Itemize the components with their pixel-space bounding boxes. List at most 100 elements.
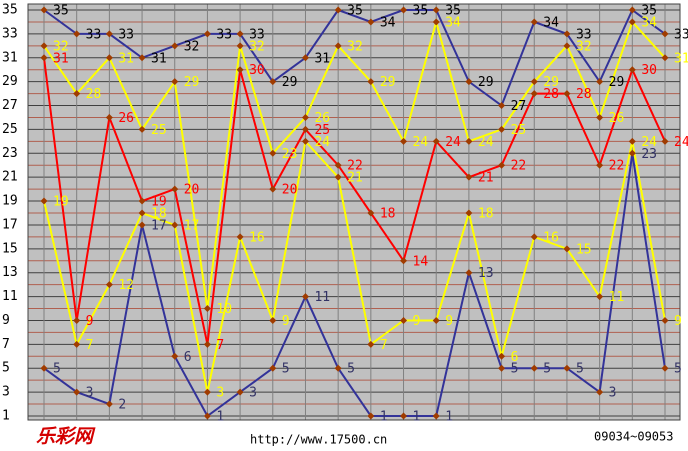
point-marker bbox=[236, 30, 244, 38]
y-tick-label: 31 bbox=[2, 50, 18, 65]
point-marker bbox=[400, 412, 408, 420]
point-marker bbox=[367, 18, 375, 26]
data-label: 25 bbox=[314, 123, 330, 138]
data-label: 9 bbox=[674, 314, 682, 329]
point-marker bbox=[400, 257, 408, 265]
data-label: 28 bbox=[86, 87, 102, 102]
series-line bbox=[43, 18, 666, 309]
point-marker bbox=[563, 42, 571, 50]
data-label: 33 bbox=[674, 27, 688, 42]
data-label: 1 bbox=[380, 410, 388, 425]
point-marker bbox=[236, 66, 244, 74]
data-label: 6 bbox=[184, 350, 192, 365]
y-tick-label: 27 bbox=[2, 98, 18, 113]
point-marker bbox=[40, 54, 48, 62]
data-label: 1 bbox=[445, 410, 453, 425]
point-marker bbox=[40, 364, 48, 372]
data-label: 35 bbox=[641, 4, 657, 19]
point-marker bbox=[171, 42, 179, 50]
data-label: 5 bbox=[347, 362, 355, 377]
data-label: 33 bbox=[216, 27, 232, 42]
point-marker bbox=[400, 6, 408, 14]
grid bbox=[27, 3, 681, 421]
data-label: 7 bbox=[216, 338, 224, 353]
data-label: 29 bbox=[282, 75, 298, 90]
point-marker bbox=[661, 54, 669, 62]
data-label: 24 bbox=[445, 135, 461, 150]
point-marker bbox=[138, 221, 146, 229]
point-marker bbox=[334, 42, 342, 50]
data-label: 1 bbox=[413, 410, 421, 425]
point-marker bbox=[596, 388, 604, 396]
data-label: 24 bbox=[314, 135, 330, 150]
data-label: 1 bbox=[216, 410, 224, 425]
point-marker bbox=[301, 113, 309, 121]
point-marker bbox=[432, 6, 440, 14]
data-label: 28 bbox=[576, 87, 592, 102]
data-label: 35 bbox=[445, 4, 461, 19]
point-marker bbox=[563, 245, 571, 253]
data-label: 29 bbox=[478, 75, 494, 90]
data-label: 31 bbox=[151, 51, 167, 66]
series-line bbox=[43, 139, 666, 393]
data-label: 33 bbox=[576, 27, 592, 42]
point-marker bbox=[73, 316, 81, 324]
point-marker bbox=[171, 78, 179, 86]
point-marker bbox=[400, 137, 408, 145]
y-tick-label: 25 bbox=[2, 122, 18, 137]
data-label: 31 bbox=[53, 51, 69, 66]
y-tick-label: 13 bbox=[2, 265, 18, 280]
point-marker bbox=[367, 78, 375, 86]
data-label: 33 bbox=[249, 27, 265, 42]
point-marker bbox=[73, 90, 81, 98]
data-label: 34 bbox=[380, 15, 396, 30]
point-marker bbox=[628, 137, 636, 145]
point-marker bbox=[138, 209, 146, 217]
data-label: 5 bbox=[674, 362, 682, 377]
data-label: 31 bbox=[118, 51, 134, 66]
data-label: 22 bbox=[511, 159, 527, 174]
point-marker bbox=[465, 137, 473, 145]
data-label: 34 bbox=[641, 15, 657, 30]
series-line bbox=[43, 8, 666, 108]
series-lines bbox=[43, 8, 666, 418]
point-marker bbox=[367, 412, 375, 420]
data-label: 35 bbox=[347, 4, 363, 19]
point-marker bbox=[596, 78, 604, 86]
data-label: 14 bbox=[413, 254, 429, 269]
data-label: 30 bbox=[641, 63, 657, 78]
data-label: 22 bbox=[609, 159, 625, 174]
data-label: 5 bbox=[53, 362, 61, 377]
point-marker bbox=[334, 161, 342, 169]
point-marker bbox=[334, 173, 342, 181]
point-marker bbox=[73, 30, 81, 38]
y-tick-label: 11 bbox=[2, 289, 18, 304]
data-label: 32 bbox=[184, 39, 200, 54]
data-label: 7 bbox=[86, 338, 94, 353]
point-marker bbox=[105, 30, 113, 38]
point-marker bbox=[334, 364, 342, 372]
point-marker bbox=[367, 340, 375, 348]
point-marker bbox=[661, 316, 669, 324]
point-marker bbox=[269, 149, 277, 157]
point-marker bbox=[628, 149, 636, 157]
point-marker bbox=[465, 209, 473, 217]
point-marker bbox=[465, 269, 473, 277]
point-marker bbox=[465, 173, 473, 181]
point-marker bbox=[203, 30, 211, 38]
point-marker bbox=[661, 30, 669, 38]
point-marker bbox=[269, 316, 277, 324]
point-marker bbox=[498, 364, 506, 372]
data-label: 31 bbox=[314, 51, 330, 66]
point-marker bbox=[105, 54, 113, 62]
series-line bbox=[43, 57, 666, 345]
point-marker bbox=[105, 400, 113, 408]
data-label: 26 bbox=[118, 111, 134, 126]
data-label: 26 bbox=[609, 111, 625, 126]
point-marker bbox=[171, 352, 179, 360]
data-label: 17 bbox=[151, 218, 167, 233]
point-marker bbox=[73, 340, 81, 348]
point-marker bbox=[301, 293, 309, 301]
